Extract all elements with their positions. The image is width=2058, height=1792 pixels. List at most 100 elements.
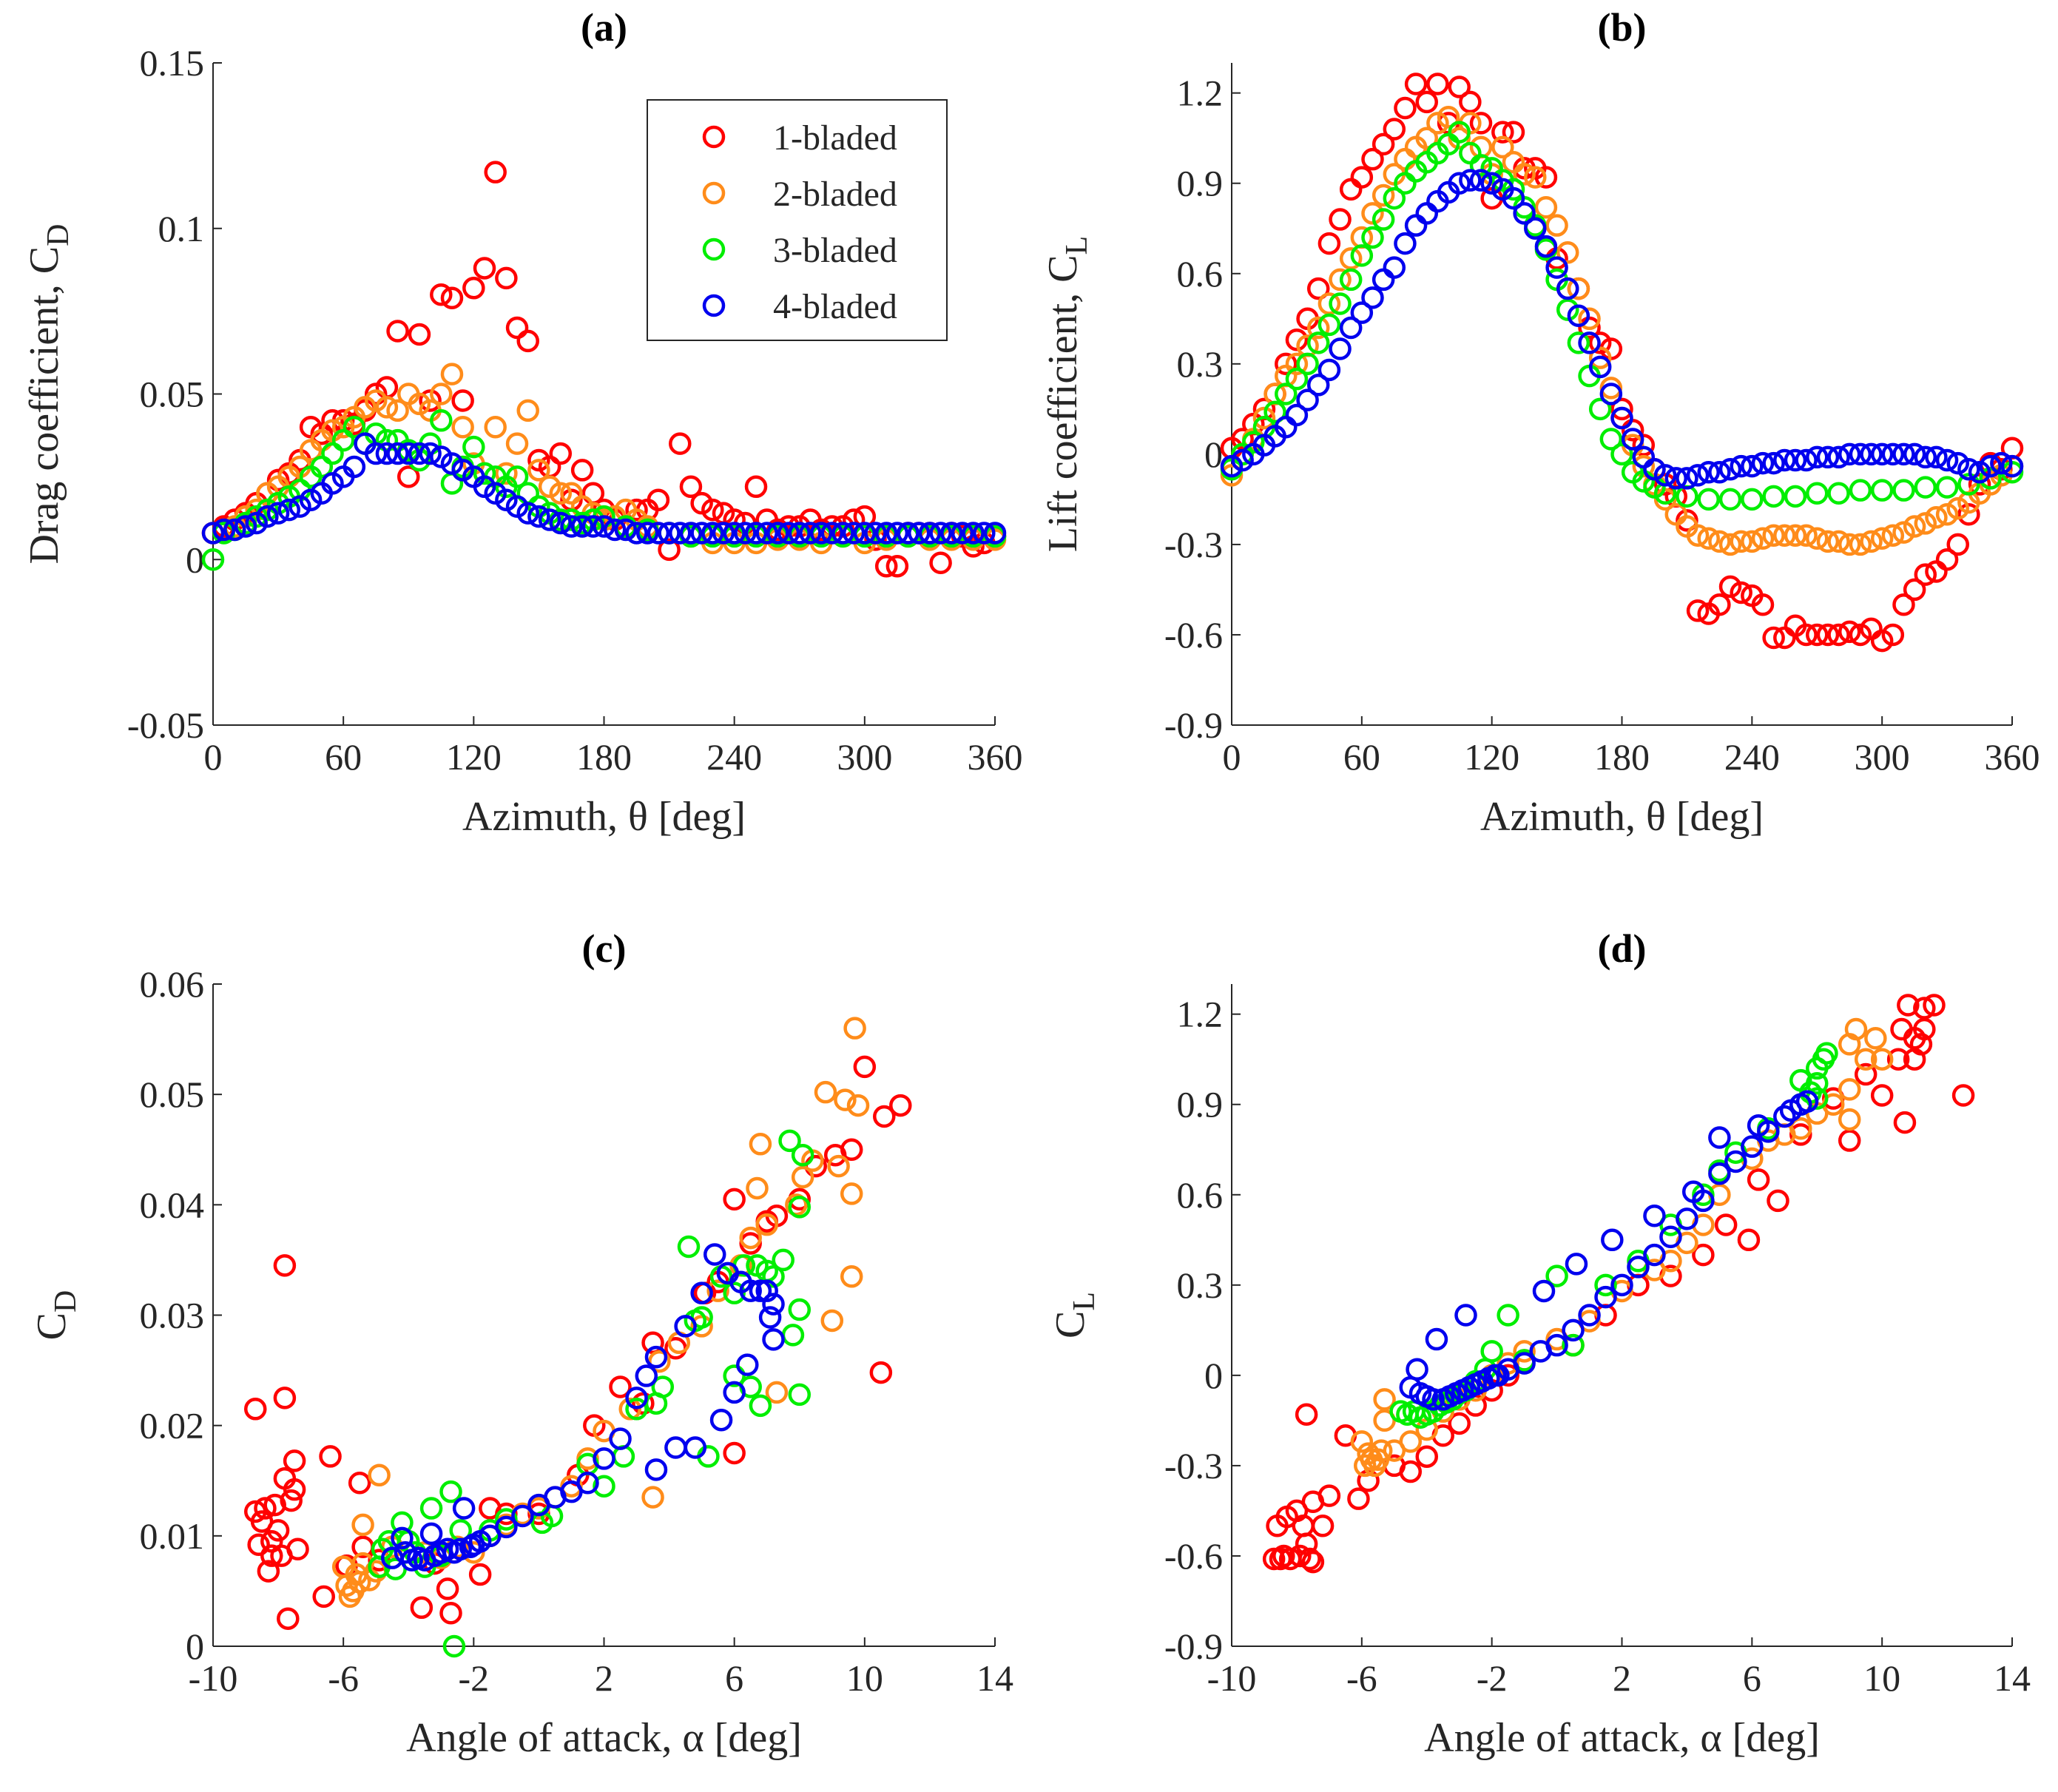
data-point [495,1515,518,1539]
x-tick-label: 240 [706,736,762,778]
y-tick-label: 0.02 [140,1405,205,1446]
data-point [609,1375,632,1398]
x-tick-label: 2 [1613,1657,1631,1699]
y-axis-label-subscript: L [1067,1292,1101,1311]
series-1-bladed [244,1055,912,1630]
data-point [632,1392,655,1415]
data-point [1903,515,1926,538]
data-point [1567,331,1590,354]
data-point [897,522,920,545]
data-point [918,522,942,545]
data-point [1383,118,1406,141]
data-point [1295,1403,1318,1426]
data-point [869,1361,893,1384]
data-point [853,522,877,545]
y-tick-label: 0.03 [140,1295,205,1336]
y-tick-label: -0.6 [1164,1535,1223,1577]
data-point [1383,256,1406,279]
data-point [1946,533,1969,556]
data-point [527,459,550,482]
data-point [1708,1162,1731,1185]
data-point [331,428,355,452]
y-tick-label: 0.3 [1177,1264,1224,1306]
y-tick-label: 0 [186,1626,204,1667]
data-point [1870,442,1894,466]
data-point [1491,121,1514,144]
data-point [679,475,703,499]
data-point [1534,235,1558,258]
panel-d-lift-vs-angle: -10 -6 -2 2 6 10 14 -0.9 -0.6 -0.3 0 0.3 0.6 0.9 1.2 (d… [1047,926,2031,1761]
data-point [1289,1544,1312,1568]
chart-title: (c) [582,926,627,971]
data-point [1610,397,1633,421]
data-point [511,1504,534,1528]
y-axis-label-main: C [1047,1311,1093,1338]
data-point [1610,442,1633,466]
data-point [283,1478,306,1501]
data-point [439,1602,462,1625]
data-point [1285,367,1309,391]
data-point [840,1182,863,1205]
data-point [1562,1333,1585,1357]
x-tick-label: 6 [725,1657,743,1699]
data-point [1773,524,1796,547]
data-point [1415,90,1438,114]
data-point [929,522,952,545]
data-point [788,1196,811,1219]
data-point [391,1526,414,1550]
data-point [1301,1550,1325,1574]
x-tick-label: -6 [1346,1657,1377,1699]
data-point [962,535,985,558]
data-point [1692,1243,1715,1267]
data-point [1789,1123,1812,1146]
data-point [1588,355,1612,379]
data-point [436,1577,459,1600]
series-4-bladed [1220,169,2024,490]
data-point [1621,428,1644,451]
data-point [778,1129,801,1153]
data-point [1262,1547,1286,1571]
data-point [1881,442,1905,466]
data-point [319,1445,342,1468]
data-point [1275,383,1298,405]
data-point [674,1315,697,1338]
data-point [1659,1225,1682,1248]
data-point [1513,202,1536,225]
x-tick-label: -10 [1207,1657,1257,1699]
data-point [669,432,692,455]
data-point [1599,383,1623,405]
data-point [1513,1340,1536,1363]
data-point [201,548,225,571]
data-point [712,522,735,545]
data-point [709,1408,733,1432]
data-point [758,1306,782,1329]
data-point [312,1585,335,1609]
data-point [408,442,431,465]
data-point [440,286,464,309]
data-point [1935,548,1959,571]
data-point [669,522,692,545]
data-point [1968,473,1991,496]
data-point [1773,1105,1796,1128]
data-point [473,462,496,485]
data-point [286,1537,309,1560]
x-tick-label: 6 [1743,1657,1761,1699]
data-point [1692,1183,1715,1207]
data-point [723,1364,746,1387]
y-tick-label: 0.6 [1177,253,1224,294]
data-point [1588,346,1612,369]
data-point [1664,467,1688,490]
data-point [1578,1304,1601,1327]
data-point [940,522,963,545]
data-point [1827,530,1850,553]
data-point [1968,461,1991,484]
data-point [1298,1547,1321,1571]
data-point [614,518,638,542]
data-point [375,442,399,465]
data-point [772,1248,794,1272]
data-point [1870,527,1894,550]
data-point [1275,352,1298,376]
data-point [677,1235,701,1259]
y-axis-label: Drag coefficient, CD [21,223,75,564]
data-point [1747,1114,1770,1137]
